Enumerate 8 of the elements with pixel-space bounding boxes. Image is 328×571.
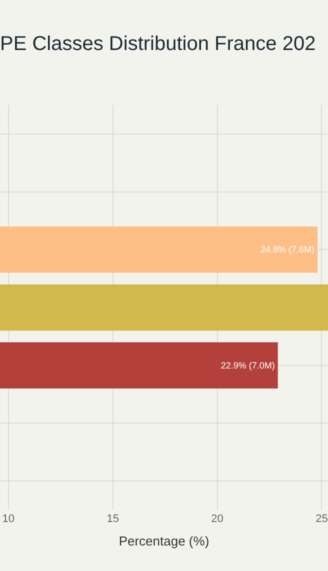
- data-label: 24.8% (7.6M): [260, 244, 315, 255]
- chart-title: PE Classes Distribution France 202: [0, 32, 316, 55]
- x-tick-label: 10: [2, 513, 14, 525]
- x-tick-label: 20: [211, 513, 224, 525]
- x-axis-title: Percentage (%): [118, 534, 210, 549]
- data-label: 22.9% (7.0M): [220, 360, 275, 370]
- x-tick-label: 25: [316, 513, 328, 525]
- x-tick-label: 15: [106, 513, 119, 525]
